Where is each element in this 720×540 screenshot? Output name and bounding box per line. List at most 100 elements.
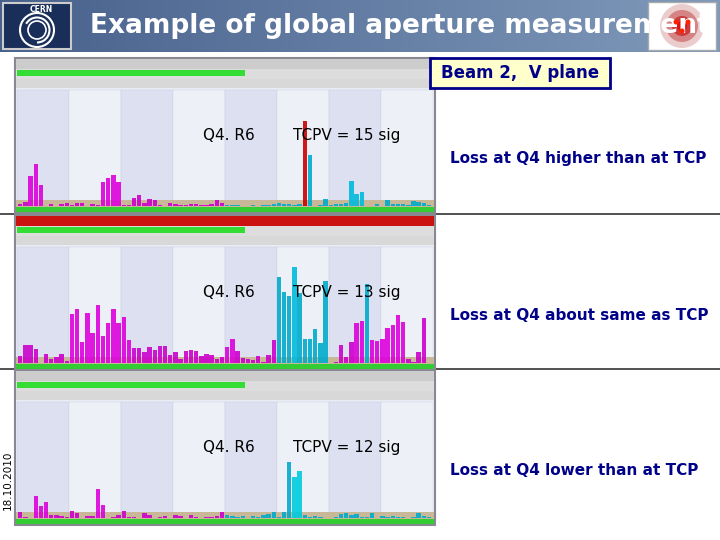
Bar: [271, 512, 276, 518]
Bar: [339, 514, 343, 518]
Bar: [276, 0, 283, 52]
Bar: [444, 0, 451, 52]
Text: CERN: CERN: [30, 5, 53, 14]
Bar: [220, 357, 224, 363]
Bar: [91, 204, 95, 206]
Bar: [16, 519, 434, 524]
Bar: [570, 0, 577, 52]
Bar: [174, 353, 178, 363]
Bar: [438, 0, 445, 52]
Bar: [132, 348, 136, 363]
Bar: [15, 58, 435, 213]
Bar: [59, 354, 64, 363]
Bar: [600, 0, 607, 52]
Bar: [121, 90, 173, 206]
Bar: [132, 198, 136, 206]
Bar: [102, 0, 109, 52]
Bar: [474, 0, 481, 52]
Bar: [39, 506, 43, 518]
Bar: [308, 155, 312, 206]
Bar: [450, 0, 457, 52]
Bar: [65, 361, 69, 363]
Bar: [96, 205, 100, 206]
Bar: [323, 199, 328, 206]
Bar: [588, 0, 595, 52]
Bar: [80, 341, 84, 363]
Bar: [297, 471, 302, 518]
Bar: [396, 0, 403, 52]
Bar: [0, 0, 7, 52]
Bar: [168, 355, 173, 363]
Bar: [23, 345, 27, 363]
Bar: [6, 0, 13, 52]
Bar: [360, 0, 367, 52]
Bar: [372, 0, 379, 52]
Bar: [416, 202, 421, 206]
Bar: [462, 0, 469, 52]
Bar: [235, 351, 240, 363]
Bar: [230, 516, 235, 518]
Bar: [582, 0, 589, 52]
Bar: [313, 328, 318, 363]
Bar: [252, 0, 259, 52]
Bar: [277, 247, 329, 363]
Bar: [246, 359, 250, 363]
Bar: [101, 183, 105, 206]
Bar: [276, 517, 281, 518]
Bar: [416, 353, 421, 363]
Bar: [39, 185, 43, 206]
Bar: [708, 0, 715, 52]
Bar: [49, 515, 53, 518]
Bar: [148, 515, 152, 518]
Bar: [672, 0, 679, 52]
Bar: [396, 205, 400, 206]
Bar: [85, 516, 90, 518]
Bar: [380, 339, 384, 363]
Bar: [292, 205, 297, 206]
Bar: [142, 202, 147, 206]
Bar: [173, 402, 225, 518]
Bar: [144, 0, 151, 52]
Bar: [270, 0, 277, 52]
Bar: [180, 0, 187, 52]
Bar: [292, 267, 297, 363]
Bar: [69, 90, 121, 206]
Bar: [16, 69, 434, 79]
Bar: [648, 2, 716, 50]
Bar: [349, 342, 354, 363]
Bar: [385, 200, 390, 206]
Bar: [427, 205, 431, 206]
Bar: [359, 321, 364, 363]
Bar: [702, 0, 709, 52]
Bar: [174, 0, 181, 52]
Bar: [34, 349, 38, 363]
Bar: [18, 204, 22, 206]
Bar: [240, 0, 247, 52]
Circle shape: [660, 4, 704, 48]
Bar: [96, 305, 100, 363]
Bar: [186, 0, 193, 52]
Bar: [359, 517, 364, 518]
Bar: [342, 0, 349, 52]
Bar: [277, 402, 329, 518]
Bar: [336, 0, 343, 52]
Bar: [36, 0, 43, 52]
Bar: [204, 0, 211, 52]
Bar: [333, 517, 338, 518]
Bar: [318, 517, 323, 518]
Bar: [215, 200, 219, 206]
Bar: [678, 0, 685, 52]
Bar: [16, 245, 434, 365]
Bar: [365, 284, 369, 363]
Bar: [297, 204, 302, 206]
Bar: [381, 90, 433, 206]
Bar: [690, 0, 697, 52]
Bar: [411, 201, 415, 206]
Bar: [153, 200, 157, 206]
Bar: [318, 343, 323, 363]
Bar: [302, 515, 307, 518]
Bar: [198, 0, 205, 52]
Bar: [522, 0, 529, 52]
Bar: [16, 200, 434, 207]
Bar: [287, 204, 292, 206]
